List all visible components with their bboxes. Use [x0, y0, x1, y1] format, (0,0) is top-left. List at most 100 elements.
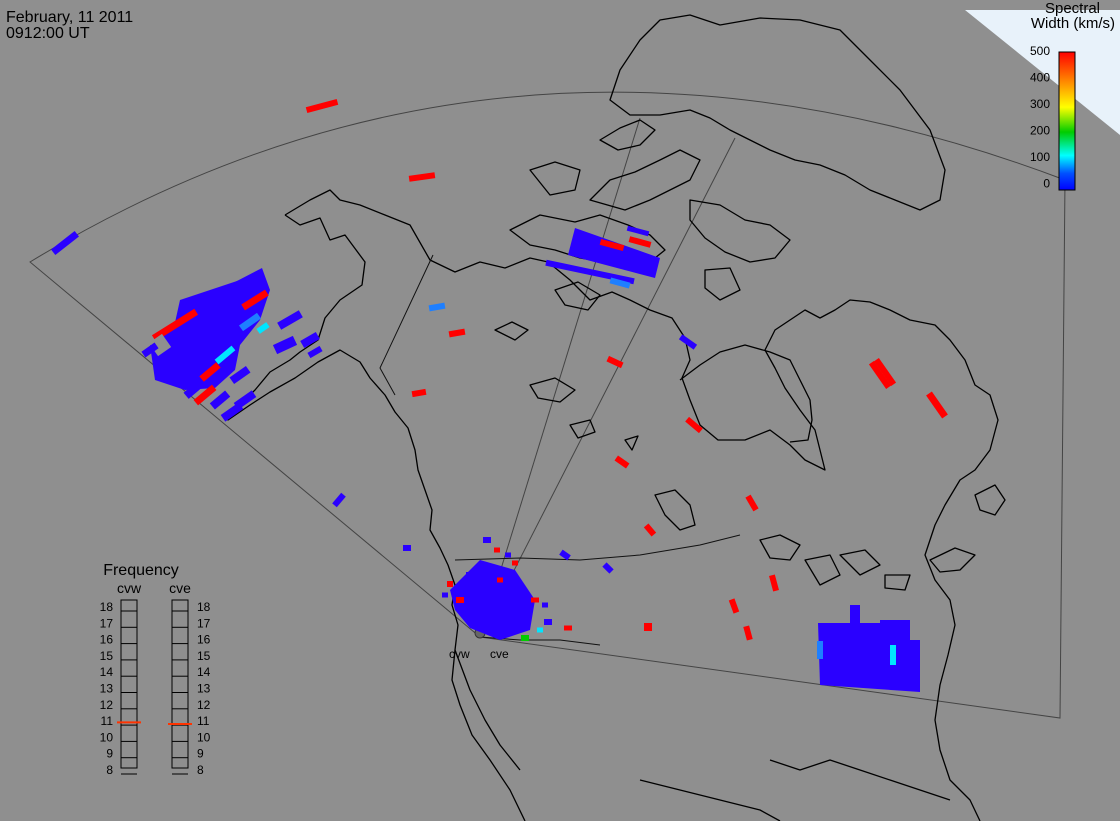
echo-cell: [745, 494, 759, 512]
frequency-tick-left: 18: [100, 600, 114, 614]
frequency-tick-left: 17: [100, 616, 114, 630]
echo-cell: [272, 335, 298, 355]
colorbar-tick-label: 200: [1030, 124, 1050, 138]
echo-cell: [307, 345, 323, 359]
frequency-tick-left: 12: [100, 698, 114, 712]
frequency-title: Frequency: [103, 562, 179, 579]
frequency-scale: 18 18 17 17 16 16 15 15 14 14 13 13 12 12 11 11 10 10 9 9 8 8: [100, 600, 211, 777]
echo-cell: [531, 597, 539, 603]
echo-cell: [743, 625, 753, 641]
colorbar-scale: [1058, 51, 1076, 191]
time-label: 0912:00 UT: [6, 25, 90, 42]
frequency-tick-right: 11: [197, 714, 210, 728]
colorbar-title-line1: Spectral: [1045, 0, 1100, 17]
frequency-tick-right: 10: [197, 730, 211, 744]
echo-cell: [332, 492, 346, 508]
echo-cell: [873, 357, 897, 387]
echo-cell: [220, 402, 244, 422]
coastlines: [227, 14, 1006, 821]
colorbar-tick-label: 300: [1030, 97, 1050, 111]
echo-cell: [614, 455, 630, 469]
echo-cell: [300, 332, 320, 348]
frequency-tick-right: 15: [197, 649, 211, 663]
echo-cell: [868, 360, 892, 390]
echo-cell: [606, 355, 624, 369]
echo-cell: [214, 345, 236, 365]
echo-patch-greatlakes: [818, 605, 920, 692]
frequency-tick-right: 14: [197, 665, 211, 679]
echo-cell: [448, 328, 466, 338]
frequency-label-cve: cve: [169, 580, 191, 596]
echo-cell: [483, 537, 491, 543]
frequency-tick-right: 16: [197, 633, 211, 647]
colorbar-ticks: 500 400 300 200 100 0: [1030, 44, 1050, 191]
echo-cell: [542, 602, 548, 608]
radar-label-cve: cve: [490, 647, 509, 661]
echo-cell: [238, 312, 262, 332]
echo-patch-radar: [450, 560, 535, 640]
echo-cell: [305, 98, 339, 114]
echo-cell: [628, 236, 652, 248]
echo-cell: [890, 645, 896, 665]
frequency-bar-cvw: [120, 599, 138, 769]
echo-cell: [644, 623, 652, 631]
colorbar-tick-label: 0: [1043, 177, 1050, 191]
frequency-label-cvw: cvw: [117, 580, 142, 596]
frequency-tick-right: 18: [197, 600, 211, 614]
echo-cell: [408, 172, 436, 182]
echo-cell: [141, 342, 159, 358]
echo-cell: [256, 322, 270, 334]
echo-cell: [521, 635, 529, 641]
echo-cell: [602, 562, 614, 574]
frequency-bar-cve: [171, 599, 189, 769]
frequency-tick-left: 11: [101, 714, 114, 728]
echo-cell: [209, 390, 231, 410]
echo-cell: [626, 225, 650, 237]
corner-wedge: [965, 10, 1120, 135]
frequency-tick-left: 9: [106, 747, 113, 761]
echo-cell: [241, 289, 269, 311]
radar-label-cvw: cvw: [449, 647, 470, 661]
echo-cell: [678, 334, 698, 350]
frequency-tick-left: 15: [100, 649, 114, 663]
echo-cell: [277, 310, 303, 330]
echo-cell: [817, 641, 823, 659]
echo-cell: [609, 277, 631, 289]
echo-cell: [643, 523, 657, 537]
echo-cell: [544, 619, 552, 625]
frequency-panel: Frequency cvw cve 18 18 17 17 16 16 15 15 14 14 13…: [100, 562, 211, 777]
colorbar-tick-label: 100: [1030, 150, 1050, 164]
echo-cell: [51, 231, 79, 255]
echo-cell: [229, 365, 251, 385]
colorbar-tick-label: 500: [1030, 44, 1050, 58]
echo-cell: [193, 384, 217, 406]
echo-cell: [769, 574, 779, 592]
frequency-tick-left: 10: [100, 730, 114, 744]
echo-cell: [564, 625, 572, 631]
echo-cell: [926, 391, 948, 419]
frequency-tick-left: 14: [100, 665, 114, 679]
echo-cell: [497, 577, 503, 583]
frequency-tick-right: 17: [197, 616, 211, 630]
political-boundaries: [379, 254, 741, 646]
echo-cell: [151, 308, 199, 342]
echo-cell: [494, 547, 500, 553]
colorbar: Spectral Width (km/s) 500 400 300 200 100 0: [1030, 0, 1115, 191]
echo-cell: [456, 597, 464, 603]
echo-cell: [512, 560, 518, 566]
frequency-tick-left: 8: [106, 763, 113, 777]
frequency-tick-right: 12: [197, 698, 211, 712]
frequency-tick-right: 9: [197, 747, 204, 761]
echo-cell: [411, 388, 427, 398]
echo-cell: [599, 238, 625, 252]
colorbar-title-line2: Width (km/s): [1031, 15, 1115, 32]
date-label: February, 11 2011: [6, 9, 134, 26]
echo-patch-alaska: [170, 280, 255, 345]
radar-field-of-view: [29, 91, 1066, 719]
echo-cell: [403, 545, 411, 551]
echo-cell: [183, 381, 203, 399]
echo-cell: [537, 627, 543, 633]
echo-cell: [199, 362, 221, 382]
